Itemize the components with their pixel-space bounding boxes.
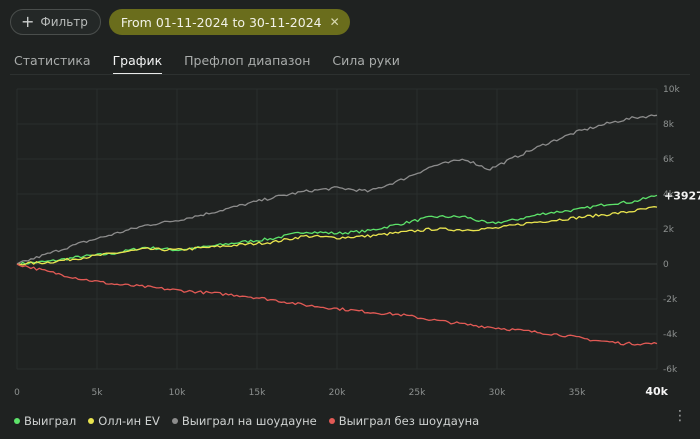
toolbar: + Фильтр From 01-11-2024 to 30-11-2024 ✕ (10, 9, 350, 35)
y-tick-label: -2k (663, 295, 678, 305)
legend-item-showdown[interactable]: Выиграл на шоудауне (171, 414, 317, 428)
y-tick-label: 10k (663, 85, 680, 95)
filter-button[interactable]: + Фильтр (10, 9, 101, 35)
filter-label: Фильтр (40, 15, 88, 29)
x-tick-label: 30k (489, 388, 506, 398)
x-tick-label: 5k (92, 388, 104, 398)
tab-divider (10, 74, 690, 75)
x-tick-label: 40k (645, 385, 668, 398)
legend-dot (328, 418, 335, 424)
legend-label: Выиграл (24, 414, 77, 428)
legend-label: Выиграл без шоудауна (338, 414, 480, 428)
x-tick-label: 0 (14, 388, 20, 398)
series-line (16, 206, 658, 266)
tab-bar: Статистика График Префлоп диапазон Сила … (14, 53, 400, 75)
date-range-label: From 01-11-2024 to 30-11-2024 (120, 14, 322, 30)
y-tick-label: -4k (663, 330, 678, 340)
y-tick-label: -6k (663, 365, 678, 375)
y-tick-label: 6k (663, 155, 675, 165)
date-range-chip[interactable]: From 01-11-2024 to 30-11-2024 ✕ (108, 9, 350, 35)
legend-item-non-showdown[interactable]: Выиграл без шоудауна (328, 414, 480, 428)
tab-preflop-range[interactable]: Префлоп диапазон (184, 53, 311, 68)
legend-label: Олл-ин EV (98, 414, 160, 428)
more-options-icon[interactable]: ⋮ (673, 408, 687, 424)
legend-dot (14, 418, 20, 424)
x-tick-label: 20k (329, 388, 346, 398)
tab-hand-strength[interactable]: Сила руки (332, 53, 400, 68)
current-result-label: +3927 (664, 189, 700, 202)
plus-icon: + (21, 12, 35, 31)
tab-statistics[interactable]: Статистика (14, 53, 91, 68)
x-tick-label: 25k (409, 388, 426, 398)
chart-legend: Выиграл Олл-ин EV Выиграл на шоудауне Вы… (14, 414, 479, 428)
legend-item-won[interactable]: Выиграл (14, 414, 76, 428)
close-icon[interactable]: ✕ (329, 15, 340, 29)
legend-dot (88, 418, 95, 424)
legend-label: Выиграл на шоудауне (181, 414, 317, 428)
legend-dot (171, 418, 178, 424)
y-tick-label: 2k (663, 225, 675, 235)
y-tick-label: 0 (663, 260, 669, 270)
y-tick-label: 4k (663, 190, 675, 200)
x-tick-label: 10k (169, 388, 186, 398)
y-tick-label: 8k (663, 120, 675, 130)
x-tick-label: 15k (249, 388, 266, 398)
series-line (16, 114, 658, 265)
legend-item-allin-ev[interactable]: Олл-ин EV (88, 414, 160, 428)
x-tick-label: 35k (569, 388, 586, 398)
series-line (16, 263, 658, 346)
